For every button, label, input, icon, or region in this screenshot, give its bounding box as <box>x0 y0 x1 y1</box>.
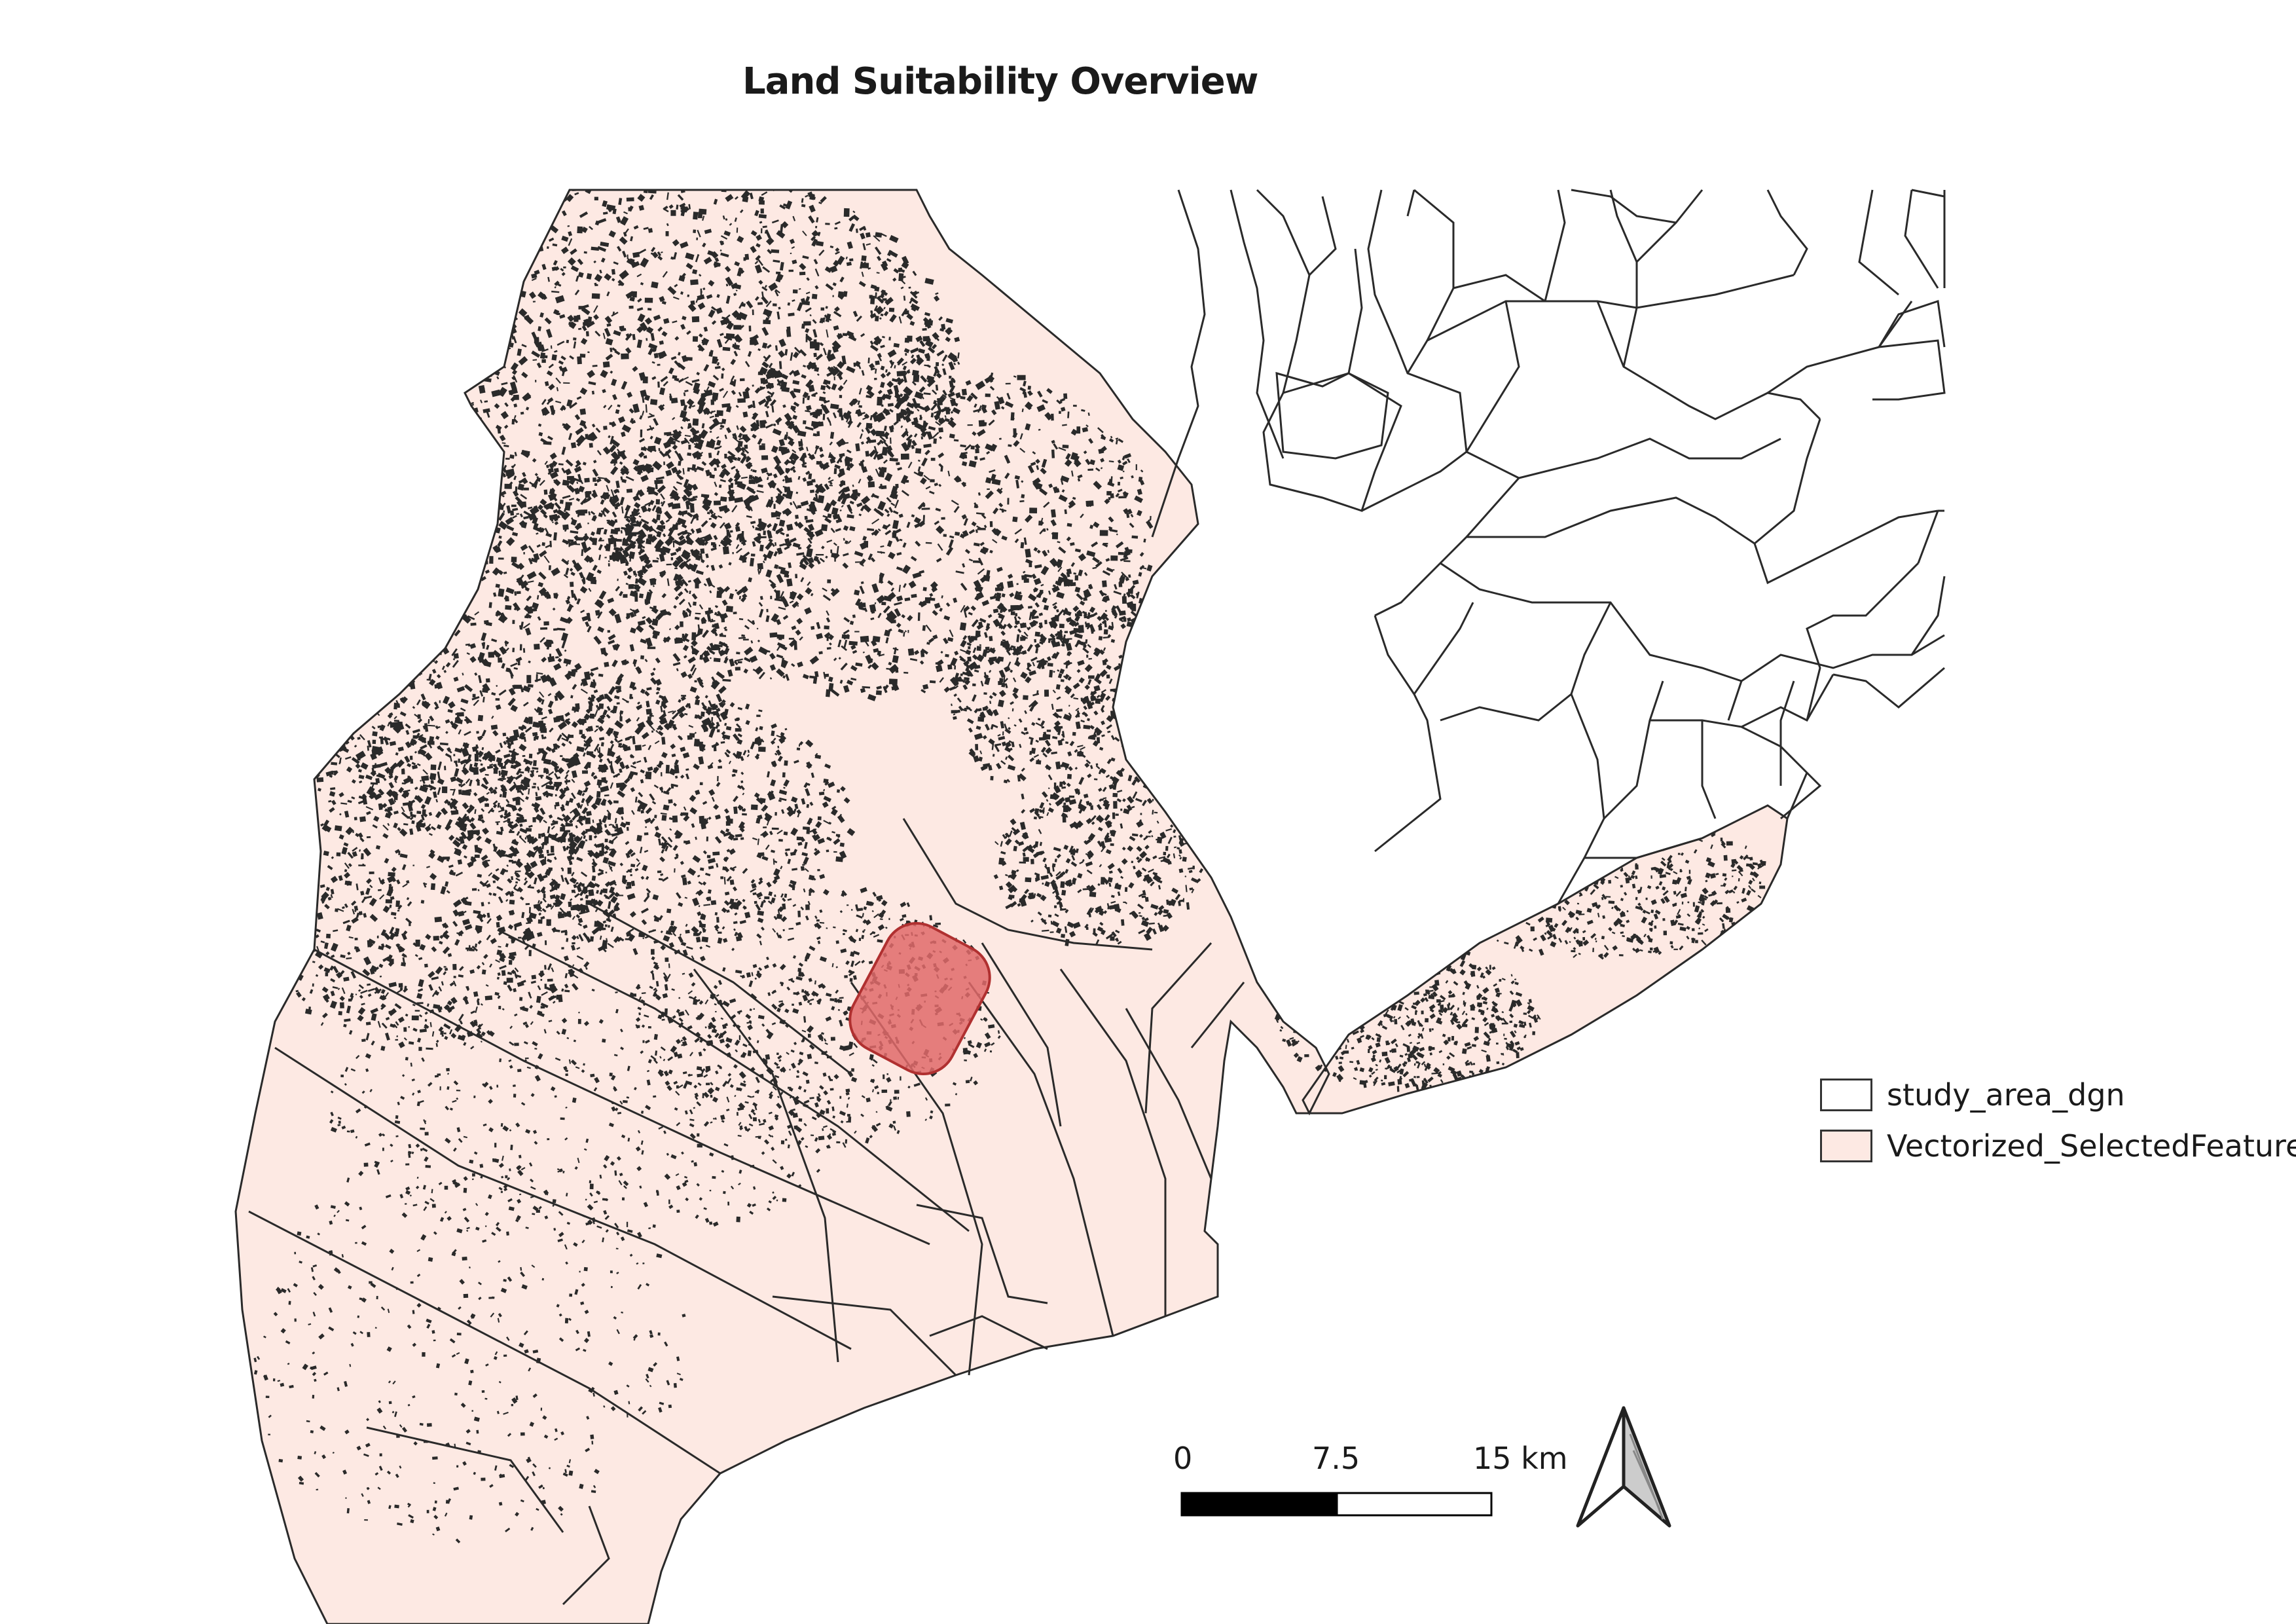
study-area-dgn-layer <box>1152 190 1944 904</box>
legend-label: Vectorized_SelectedFeature <box>1887 1128 2296 1164</box>
scale-tick-end: 15 km <box>1473 1441 1568 1476</box>
legend-swatch-vectorized-feature <box>1820 1130 1872 1162</box>
north-arrow-icon <box>1578 1408 1669 1526</box>
legend-label: study_area_dgn <box>1887 1077 2125 1113</box>
scale-bar <box>1182 1493 1491 1515</box>
scale-tick-0: 0 <box>1173 1441 1192 1476</box>
scale-tick-mid: 7.5 <box>1312 1441 1360 1476</box>
legend-swatch-study-area <box>1820 1079 1872 1111</box>
